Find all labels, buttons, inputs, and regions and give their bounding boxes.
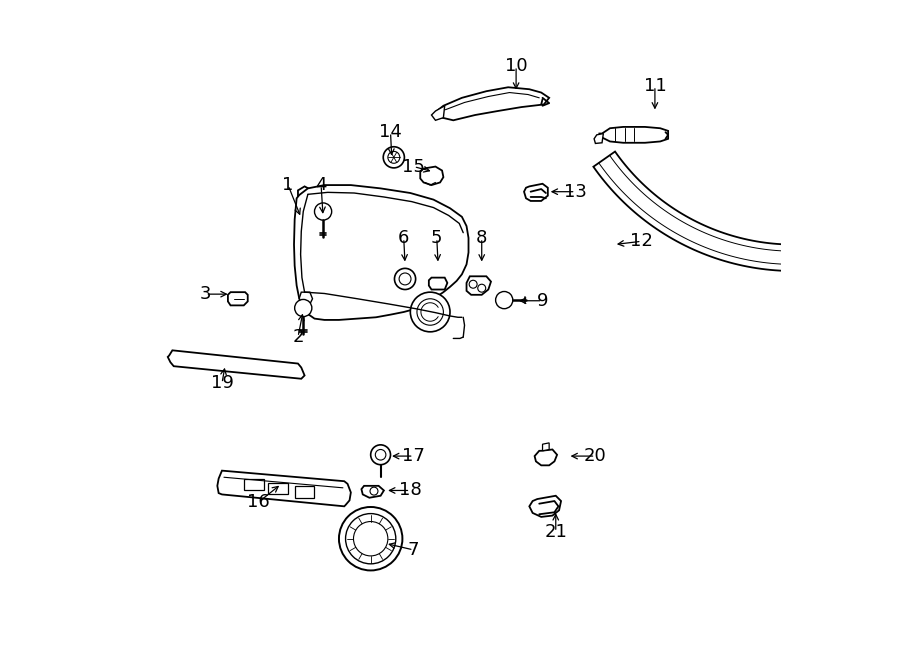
Polygon shape [431,106,445,120]
Polygon shape [599,127,668,143]
Circle shape [339,507,402,570]
Text: 4: 4 [315,176,327,194]
Polygon shape [244,479,264,490]
Polygon shape [428,278,447,290]
Text: 13: 13 [564,182,587,201]
Text: 3: 3 [200,285,212,303]
Text: 6: 6 [398,229,410,247]
Circle shape [346,514,396,564]
Text: 11: 11 [644,77,666,95]
Polygon shape [268,483,288,494]
Circle shape [294,299,312,317]
Text: 5: 5 [431,229,443,247]
Text: 15: 15 [402,157,425,176]
Polygon shape [529,496,561,517]
Circle shape [388,151,400,163]
Polygon shape [300,292,312,304]
Circle shape [371,445,391,465]
Text: 18: 18 [399,481,422,500]
Polygon shape [524,184,548,201]
Circle shape [417,299,444,325]
Text: 7: 7 [408,541,419,559]
Polygon shape [228,292,248,305]
Polygon shape [294,185,469,320]
Polygon shape [466,276,491,295]
Circle shape [399,273,411,285]
Text: 20: 20 [584,447,607,465]
Text: 12: 12 [630,232,653,251]
Text: 14: 14 [379,123,402,141]
Polygon shape [298,186,318,205]
Circle shape [478,284,486,292]
Polygon shape [594,134,603,143]
Text: 21: 21 [544,523,567,541]
Circle shape [370,487,378,495]
Circle shape [410,292,450,332]
Circle shape [314,203,332,220]
Polygon shape [167,350,304,379]
Polygon shape [217,471,351,506]
Polygon shape [362,486,384,498]
Circle shape [375,449,386,460]
Circle shape [383,147,404,168]
Text: 9: 9 [536,292,548,310]
Circle shape [394,268,416,290]
Polygon shape [593,151,836,271]
Polygon shape [535,449,557,465]
Circle shape [496,292,513,309]
Text: 2: 2 [292,328,303,346]
Text: 10: 10 [505,57,527,75]
Polygon shape [543,443,549,451]
Circle shape [354,522,388,556]
Polygon shape [294,486,314,498]
Text: 17: 17 [402,447,425,465]
Text: 8: 8 [476,229,488,247]
Text: 1: 1 [283,176,293,194]
Circle shape [469,280,477,288]
Polygon shape [436,87,549,120]
Text: 16: 16 [247,493,270,512]
Polygon shape [420,167,444,185]
Text: 19: 19 [211,374,233,393]
